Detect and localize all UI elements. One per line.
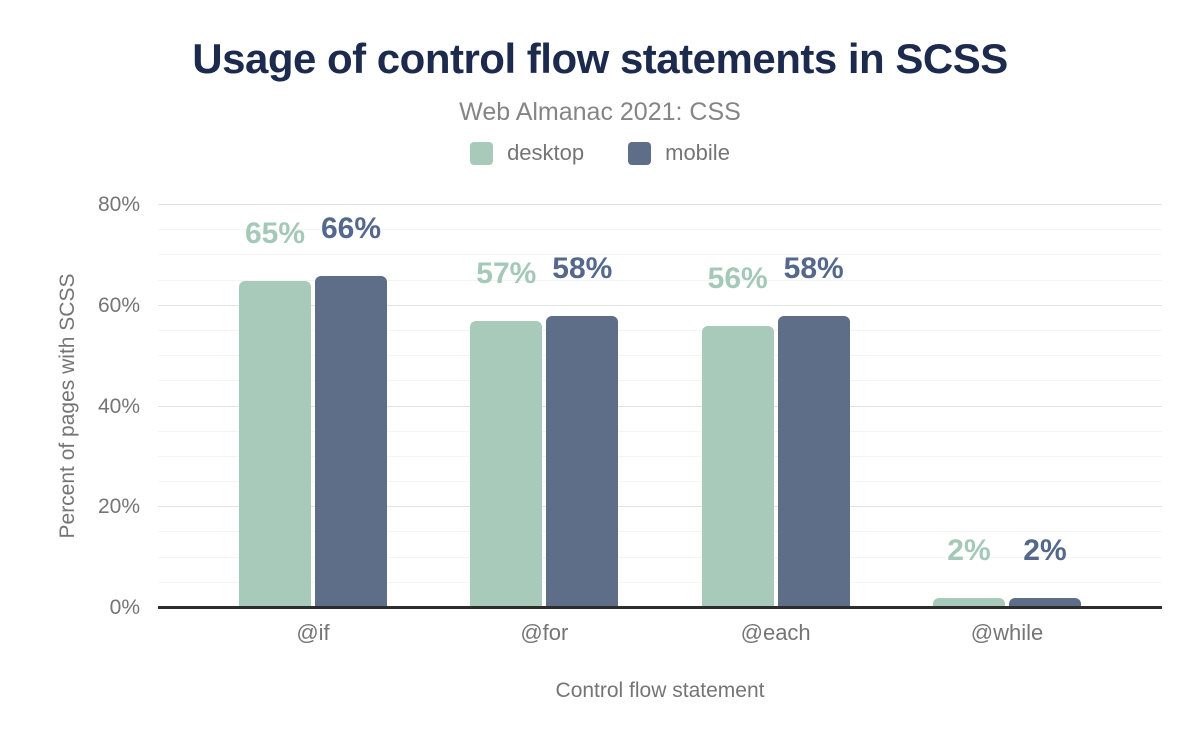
plot-area: 65% 57% 56% 2% 66% 58% 58% 2%: [158, 204, 1162, 609]
gridline-5: [158, 581, 1162, 583]
bar-desktop-@while[interactable]: [932, 597, 1005, 608]
gridline-15: [158, 531, 1162, 533]
gridline-10: [158, 556, 1162, 558]
bar-label-desktop-@each: 56%: [707, 261, 768, 295]
x-axis-line: [158, 606, 1162, 609]
y-tick-label-20%: 20%: [97, 495, 140, 519]
gridline-30: [158, 455, 1162, 457]
bar-mobile-@while[interactable]: [1008, 597, 1081, 608]
gridline-25: [158, 481, 1162, 483]
bar-desktop-@for[interactable]: [470, 320, 543, 608]
legend: desktop mobile: [0, 141, 1200, 165]
bar-desktop-@if[interactable]: [239, 280, 311, 608]
gridline-55: [158, 329, 1162, 331]
bar-label-desktop-@if: 65%: [244, 216, 306, 250]
y-tick-label-60%: 60%: [97, 293, 140, 317]
y-tick-label-80%: 80%: [97, 193, 140, 216]
y-tick-label-0%: 0%: [109, 596, 140, 619]
gridline-60: [158, 304, 1162, 306]
gridline-65: [158, 279, 1162, 281]
gridline-75: [158, 229, 1162, 231]
bar-mobile-@if[interactable]: [315, 275, 387, 608]
bar-mobile-@each[interactable]: [777, 315, 850, 608]
x-category-label-@while: @while: [970, 620, 1044, 645]
bar-desktop-@each[interactable]: [701, 325, 774, 608]
gridline-50: [158, 355, 1162, 357]
legend-label-mobile: mobile: [665, 140, 730, 165]
gridline-40: [158, 405, 1162, 407]
gridline-35: [158, 430, 1162, 432]
bar-label-desktop-@for: 57%: [476, 256, 537, 290]
y-tick-label-40%: 40%: [97, 394, 140, 418]
x-category-label-@if: @if: [296, 620, 330, 645]
chart-title: Usage of control flow statements in SCSS: [192, 35, 1008, 82]
legend-swatch-desktop: [470, 141, 494, 165]
legend-item-desktop[interactable]: desktop: [470, 141, 584, 165]
x-axis-title: Control flow statement: [555, 679, 765, 702]
gridline-70: [158, 254, 1162, 256]
chart-subtitle: Web Almanac 2021: CSS: [459, 98, 741, 126]
x-category-label-@for: @for: [520, 620, 569, 645]
bar-label-mobile-@each: 58%: [783, 251, 844, 285]
bar-mobile-@for[interactable]: [546, 315, 619, 608]
gridline-45: [158, 380, 1162, 382]
legend-swatch-mobile: [628, 141, 652, 165]
bar-label-desktop-@while: 2%: [947, 533, 991, 567]
bar-label-mobile-@if: 66%: [320, 211, 382, 245]
bar-label-mobile-@while: 2%: [1023, 533, 1067, 567]
x-category-label-@each: @each: [740, 620, 811, 645]
bar-label-mobile-@for: 58%: [552, 251, 613, 285]
legend-label-desktop: desktop: [507, 140, 585, 165]
gridline-20: [158, 506, 1162, 508]
legend-item-mobile[interactable]: mobile: [628, 141, 730, 165]
gridline-80: [158, 204, 1162, 205]
